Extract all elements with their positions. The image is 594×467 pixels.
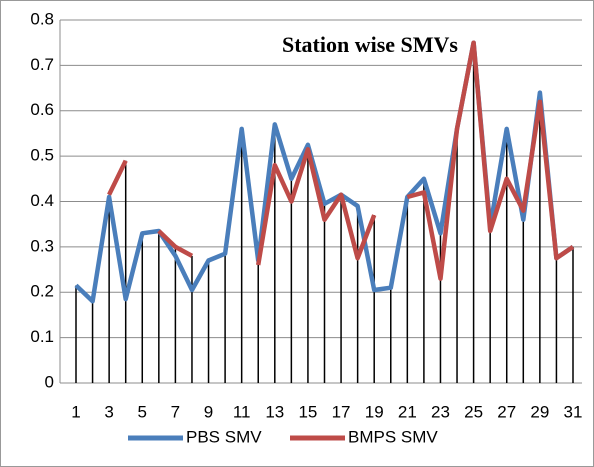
y-tick-label: 0.3 [30, 236, 54, 255]
x-tick-label: 27 [497, 402, 516, 421]
x-tick-label: 9 [204, 402, 213, 421]
y-tick-label: 0.4 [30, 191, 54, 210]
chart-title: Station wise SMVs [282, 32, 458, 57]
x-tick-label: 13 [265, 402, 284, 421]
x-tick-label: 19 [365, 402, 384, 421]
x-tick-label: 21 [398, 402, 417, 421]
y-tick-label: 0 [45, 372, 54, 391]
x-tick-label: 5 [138, 402, 147, 421]
y-tick-label: 0.7 [30, 55, 54, 74]
y-tick-label: 0.1 [30, 327, 54, 346]
x-tick-label: 31 [564, 402, 583, 421]
y-tick-label: 0.6 [30, 100, 54, 119]
x-tick-label: 11 [233, 402, 251, 421]
x-tick-label: 15 [298, 402, 317, 421]
y-tick-label: 0.5 [30, 146, 54, 165]
x-tick-label: 29 [530, 402, 549, 421]
x-tick-label: 3 [104, 402, 113, 421]
legend-label: PBS SMV [186, 427, 262, 446]
x-tick-label: 25 [464, 402, 483, 421]
x-tick-label: 23 [431, 402, 450, 421]
y-tick-label: 0.2 [30, 282, 54, 301]
series-line [107, 40, 575, 281]
x-tick-label: 17 [332, 402, 351, 421]
x-tick-label: 1 [71, 402, 80, 421]
y-tick-label: 0.8 [30, 9, 54, 28]
legend-label: BMPS SMV [348, 427, 438, 446]
x-tick-label: 7 [171, 402, 180, 421]
